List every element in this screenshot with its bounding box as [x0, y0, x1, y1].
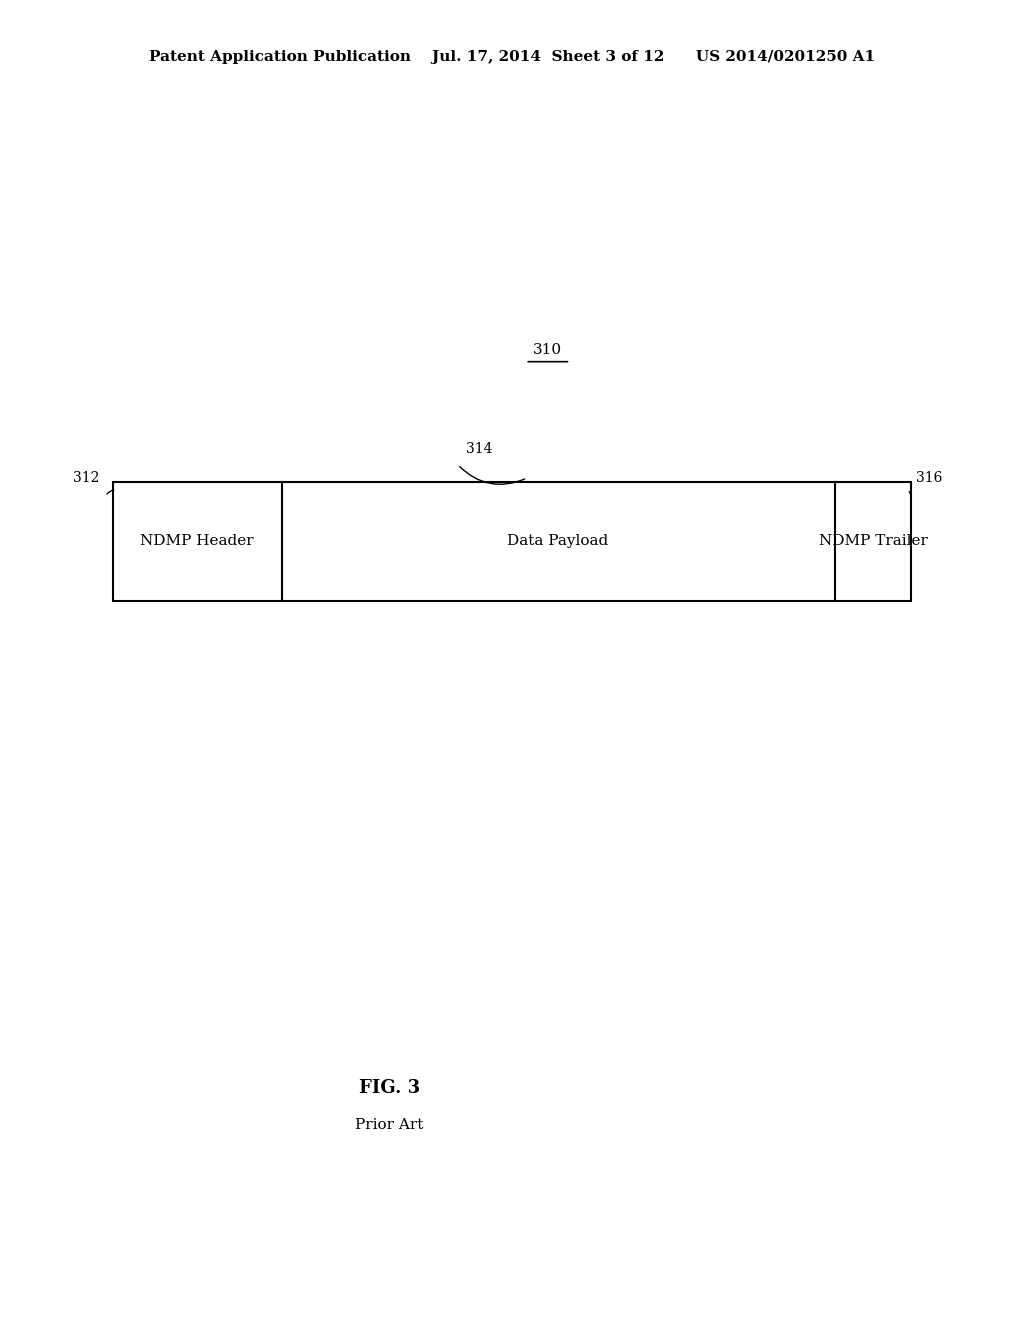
- Text: 310: 310: [534, 343, 562, 356]
- Text: Patent Application Publication    Jul. 17, 2014  Sheet 3 of 12      US 2014/0201: Patent Application Publication Jul. 17, …: [148, 50, 876, 63]
- Text: Prior Art: Prior Art: [355, 1118, 423, 1131]
- Bar: [113, 482, 911, 601]
- Text: 312: 312: [73, 471, 99, 484]
- Text: 314: 314: [466, 442, 493, 455]
- Text: NDMP Trailer: NDMP Trailer: [818, 535, 928, 548]
- Text: NDMP Header: NDMP Header: [140, 535, 254, 548]
- Text: 316: 316: [916, 471, 943, 484]
- Text: Data Payload: Data Payload: [508, 535, 608, 548]
- Text: FIG. 3: FIG. 3: [358, 1078, 420, 1097]
